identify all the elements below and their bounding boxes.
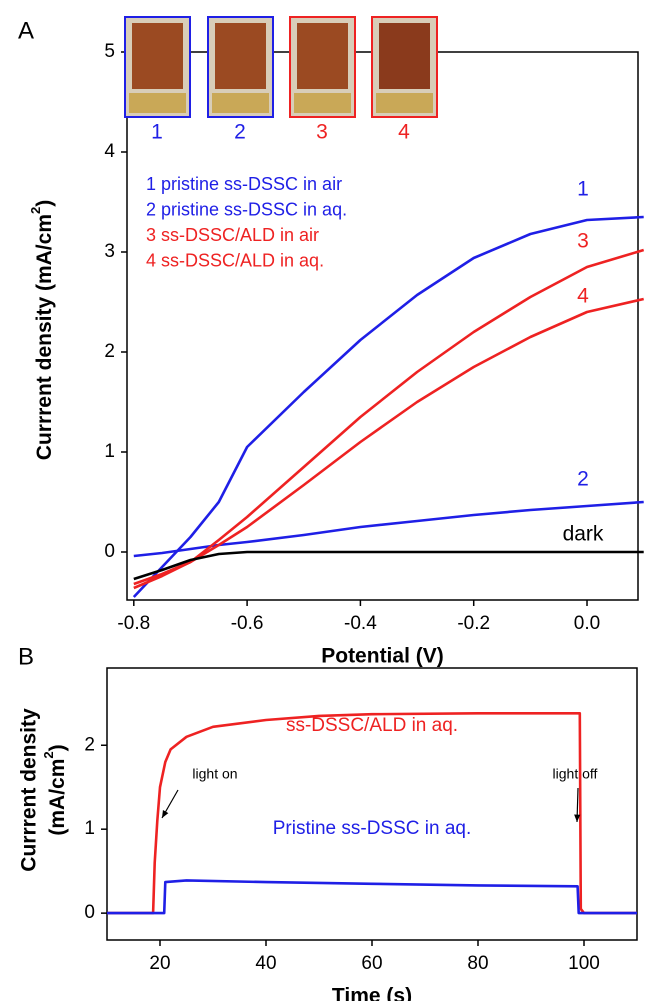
legend-entry: 3 ss-DSSC/ALD in air	[146, 225, 319, 245]
curve-tag: 2	[577, 468, 589, 491]
photo-contact	[212, 93, 269, 113]
y-axis-label-sup: 2	[41, 751, 56, 758]
x-tick-label: -0.8	[117, 613, 150, 634]
y-tick-label: 0	[84, 902, 95, 923]
curve-tag: 1	[577, 178, 589, 201]
y-axis-label: Currrent density	[18, 708, 41, 872]
photo-contact	[294, 93, 351, 113]
y-tick-label: 2	[104, 341, 115, 362]
y-axis-label-close: )	[46, 744, 69, 751]
panel-label: A	[18, 17, 34, 44]
photo-film	[132, 23, 183, 89]
photo-label: 4	[398, 121, 410, 144]
photo-film	[379, 23, 430, 89]
annotation: light on	[192, 766, 237, 782]
x-axis-label: Potential (V)	[321, 645, 444, 668]
y-axis-label-unit: (mA/cm	[46, 759, 69, 836]
x-tick-label: 0.0	[574, 613, 600, 634]
annotation: light off	[553, 766, 598, 782]
panel-label: B	[18, 643, 34, 670]
curve-label: dark	[563, 523, 604, 546]
photo-film	[297, 23, 348, 89]
curve-tag: 4	[577, 285, 589, 308]
x-tick-label: 80	[467, 953, 488, 974]
y-tick-label: 1	[104, 441, 115, 462]
curve-tag: 3	[577, 230, 589, 253]
legend-entry: 2 pristine ss-DSSC in aq.	[146, 199, 347, 219]
x-tick-label: -0.6	[231, 613, 264, 634]
arrow-head	[162, 810, 169, 818]
x-tick-label: 40	[255, 953, 276, 974]
series-line	[132, 215, 644, 598]
y-axis-label: (mA/cm2)	[41, 744, 68, 835]
photo-film	[215, 23, 266, 89]
y-tick-label: 2	[84, 734, 95, 755]
series-line	[133, 550, 644, 581]
photo-label: 3	[316, 121, 328, 144]
series-line	[133, 297, 644, 590]
photo-contact	[376, 93, 433, 113]
photo-label: 1	[151, 121, 163, 144]
photo-label: 2	[234, 121, 246, 144]
y-tick-label: 0	[104, 541, 115, 562]
y-tick-label: 4	[104, 141, 115, 162]
plot-frame	[126, 51, 639, 601]
y-axis-label-close: )	[33, 200, 56, 207]
y-axis-label-sup: 2	[28, 207, 43, 214]
x-tick-label: 100	[568, 953, 600, 974]
y-axis-label: Currrent density (mA/cm2)	[28, 200, 55, 460]
series-line	[133, 500, 644, 558]
series-label: ss-DSSC/ALD in aq.	[286, 715, 458, 736]
series-label: Pristine ss-DSSC in aq.	[273, 818, 472, 839]
plot-frame	[106, 667, 638, 941]
y-tick-label: 3	[104, 241, 115, 262]
arrow-head	[574, 814, 581, 822]
photo-contact	[129, 93, 186, 113]
x-tick-label: -0.2	[457, 613, 490, 634]
series-line	[107, 712, 637, 915]
x-tick-label: 60	[361, 953, 382, 974]
y-axis-label-text: Currrent density (mA/cm	[33, 214, 56, 460]
x-tick-label: 20	[149, 953, 170, 974]
legend-entry: 1 pristine ss-DSSC in air	[146, 174, 342, 194]
x-tick-label: -0.4	[344, 613, 377, 634]
y-tick-label: 5	[104, 41, 115, 62]
series-line	[107, 879, 637, 915]
y-tick-label: 1	[84, 818, 95, 839]
legend-entry: 4 ss-DSSC/ALD in aq.	[146, 250, 324, 270]
x-axis-label: Time (s)	[332, 985, 412, 1001]
